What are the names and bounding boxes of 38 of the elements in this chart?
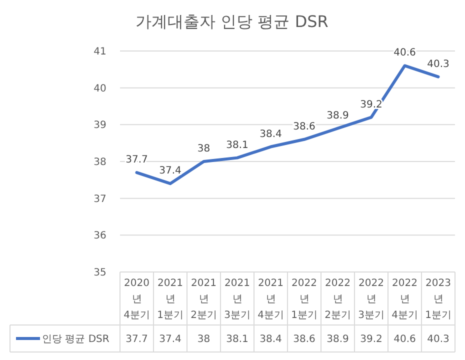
x-tick-label: 2021년 1분기 xyxy=(157,278,184,321)
y-tick-label: 40 xyxy=(94,83,106,94)
y-tick-label: 35 xyxy=(94,268,106,278)
data-label: 40.6 xyxy=(394,334,416,345)
chart-title: 가계대출자 인당 평균 DSR xyxy=(136,12,328,31)
data-label: 38.6 xyxy=(293,334,316,345)
y-tick-label: 38 xyxy=(94,157,106,168)
x-tick-label: 2021년 3분기 xyxy=(224,278,250,321)
annotation: 40.3 xyxy=(427,58,450,70)
x-tick-label: 2021년 4분기 xyxy=(258,278,284,321)
x-tick-label: 2023년 1분기 xyxy=(425,278,452,321)
y-tick-label: 39 xyxy=(94,120,106,132)
x-tick-label: 2022년 4분기 xyxy=(392,278,418,321)
x-tick-label: 2022년 2분기 xyxy=(324,278,351,321)
y-tick-label: 36 xyxy=(94,230,106,242)
data-label: 38.1 xyxy=(226,334,248,345)
annotation: 38 xyxy=(197,144,210,154)
x-tick-label: 2022년 1분기 xyxy=(291,278,318,321)
x-tick-label: 2020년 4분기 xyxy=(124,278,150,321)
y-tick-label: 41 xyxy=(94,46,106,58)
annotation: 38.6 xyxy=(293,121,316,132)
annotation: 40.6 xyxy=(394,48,416,59)
annotation: 37.7 xyxy=(126,154,148,166)
x-tick-label: 2021년 2분기 xyxy=(190,278,217,321)
data-label: 38.9 xyxy=(326,334,349,345)
data-label: 37.7 xyxy=(126,334,148,345)
y-tick-label: 37 xyxy=(94,194,106,205)
annotation: 37.4 xyxy=(159,166,182,177)
data-label: 39.2 xyxy=(360,334,382,345)
data-label: 37.4 xyxy=(159,334,182,345)
x-tick-label: 2022년 3분기 xyxy=(358,278,384,321)
legend-label: 인당 평균 DSR xyxy=(42,334,110,345)
data-label: 38 xyxy=(197,334,210,345)
annotation: 38.4 xyxy=(260,128,282,140)
data-label: 38.4 xyxy=(260,334,282,345)
data-label: 40.3 xyxy=(427,334,450,345)
annotation: 38.9 xyxy=(326,110,349,122)
annotation: 38.1 xyxy=(226,140,248,151)
